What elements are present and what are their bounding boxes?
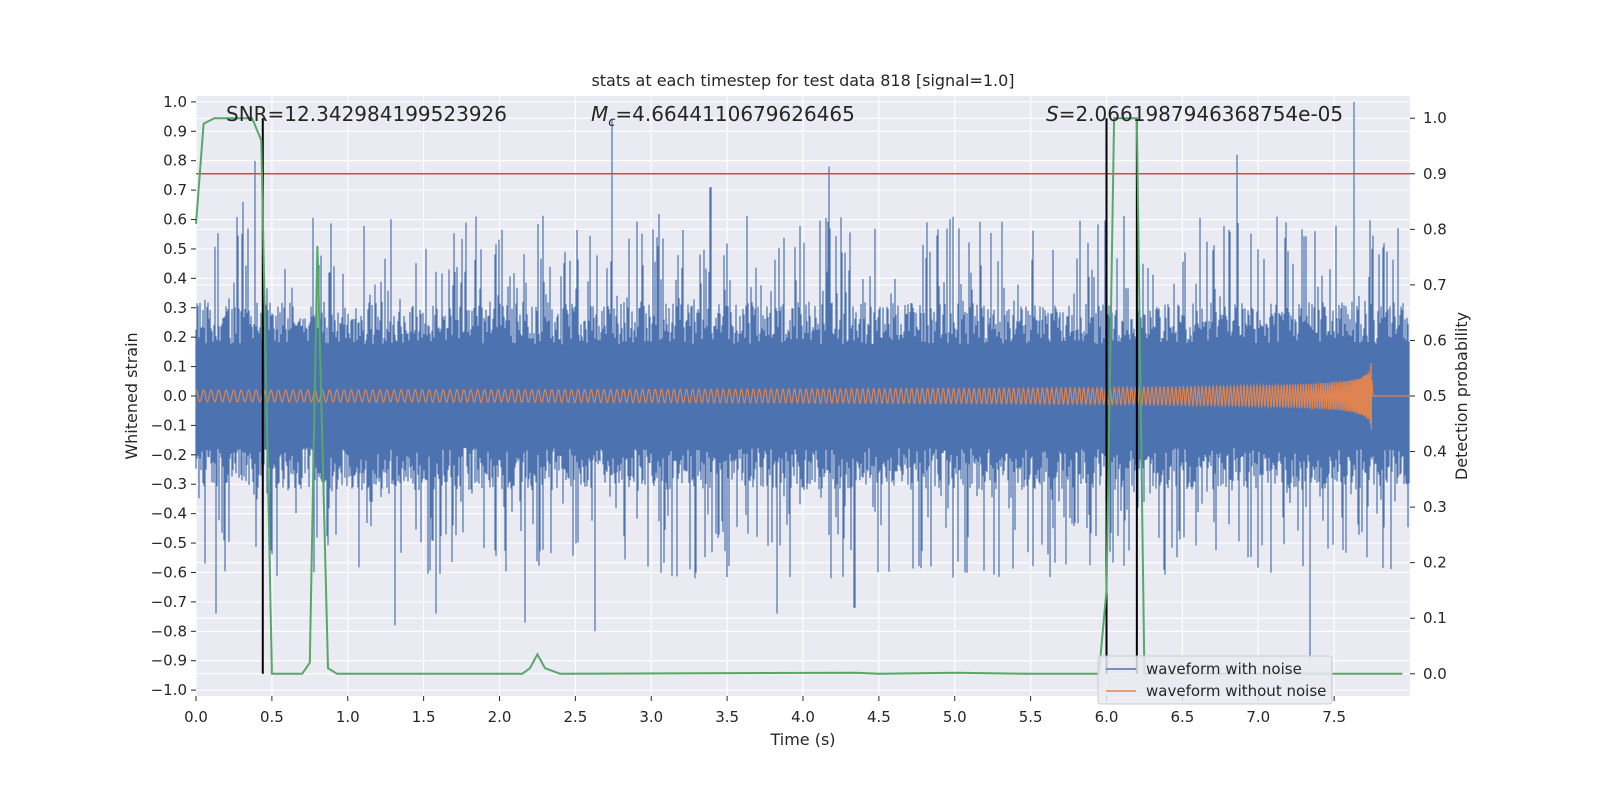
y-right-tick-label: 0.4 (1423, 443, 1447, 461)
y-left-tick-label: −0.7 (151, 593, 187, 611)
x-tick-label: 0.0 (184, 708, 208, 726)
y-left-tick-label: 0.4 (163, 269, 187, 287)
legend: waveform with noise waveform without noi… (1097, 655, 1333, 705)
x-tick-label: 4.5 (867, 708, 891, 726)
y-left-tick-label: 1.0 (163, 93, 187, 111)
x-tick-label: 5.5 (1019, 708, 1043, 726)
y-left-tick-label: 0.0 (163, 387, 187, 405)
y-left-tick-label: 0.3 (163, 299, 187, 317)
x-axis-label: Time (s) (769, 730, 835, 749)
legend-box (1097, 655, 1333, 705)
y-left-tick-label: −0.9 (151, 652, 187, 670)
y-right-tick-label: 0.2 (1423, 554, 1447, 572)
x-tick-label: 6.5 (1170, 708, 1194, 726)
x-tick-label: 3.0 (639, 708, 663, 726)
legend-label-clean: waveform without noise (1146, 682, 1326, 700)
y-left-tick-label: −0.2 (151, 446, 187, 464)
s-annotation: S=2.0661987946368754e-05 (1046, 102, 1343, 126)
x-tick-label: 1.0 (336, 708, 360, 726)
y-left-tick-label: 0.8 (163, 152, 187, 170)
y-left-tick-label: 0.2 (163, 328, 187, 346)
chart-title: stats at each timestep for test data 818… (591, 71, 1014, 90)
y-right-tick-label: 1.0 (1423, 109, 1447, 127)
y-right-tick-label: 0.8 (1423, 220, 1447, 238)
y-left-tick-label: −0.1 (151, 416, 187, 434)
y-left-tick-label: −1.0 (151, 681, 187, 699)
snr-annotation: SNR=12.342984199523926 (226, 102, 507, 126)
y-right-tick-label: 0.5 (1423, 387, 1447, 405)
y-left-tick-label: −0.8 (151, 622, 187, 640)
legend-label-noise: waveform with noise (1146, 660, 1302, 678)
x-tick-label: 7.0 (1246, 708, 1270, 726)
y-axis-right-label: Detection probability (1452, 312, 1471, 480)
chirp-mass-annotation: Mc=4.6644110679626465 (591, 102, 855, 130)
x-tick-label: 3.5 (715, 708, 739, 726)
y-right-tick-label: 0.1 (1423, 609, 1447, 627)
x-tick-label: 4.0 (791, 708, 815, 726)
x-tick-label: 6.0 (1095, 708, 1119, 726)
series-waveform-without-noise (195, 363, 1410, 430)
y-left-tick-label: 0.5 (163, 240, 187, 258)
y-right-tick-label: 0.0 (1423, 665, 1447, 683)
y-right-tick-label: 0.9 (1423, 165, 1447, 183)
x-tick-label: 0.5 (260, 708, 284, 726)
y-right-tick-label: 0.6 (1423, 331, 1447, 349)
y-right-tick-label: 0.7 (1423, 276, 1447, 294)
x-tick-label: 1.5 (412, 708, 436, 726)
x-tick-label: 2.5 (563, 708, 587, 726)
x-tick-label: 5.0 (943, 708, 967, 726)
y-left-tick-label: 0.6 (163, 211, 187, 229)
x-axis-ticks: 0.0 0.5 1.0 1.5 2.0 2.5 3.0 3.5 4.0 4.5 5.0 5.5 6.0 6… (184, 696, 1346, 726)
y-left-tick-label: −0.3 (151, 475, 187, 493)
y-left-tick-label: −0.5 (151, 534, 187, 552)
y-axis-left-ticks: 1.0 0.9 0.8 0.7 0.6 0.5 0.4 0.3 0.2 0.1 0.0 −0.1 −0.… (151, 93, 196, 699)
y-left-tick-label: −0.6 (151, 563, 187, 581)
y-right-tick-label: 0.3 (1423, 498, 1447, 516)
y-left-tick-label: 0.1 (163, 358, 187, 376)
y-left-tick-label: −0.4 (151, 505, 187, 523)
y-axis-left-label: Whitened strain (122, 332, 141, 459)
y-axis-right-ticks: 1.0 0.9 0.8 0.7 0.6 0.5 0.4 0.3 0.2 0.1 0.0 (1410, 109, 1447, 683)
x-tick-label: 7.5 (1322, 708, 1346, 726)
series-detection-probability (195, 117, 1403, 675)
y-left-tick-label: 0.7 (163, 181, 187, 199)
x-tick-label: 2.0 (488, 708, 512, 726)
y-left-tick-label: 0.9 (163, 122, 187, 140)
